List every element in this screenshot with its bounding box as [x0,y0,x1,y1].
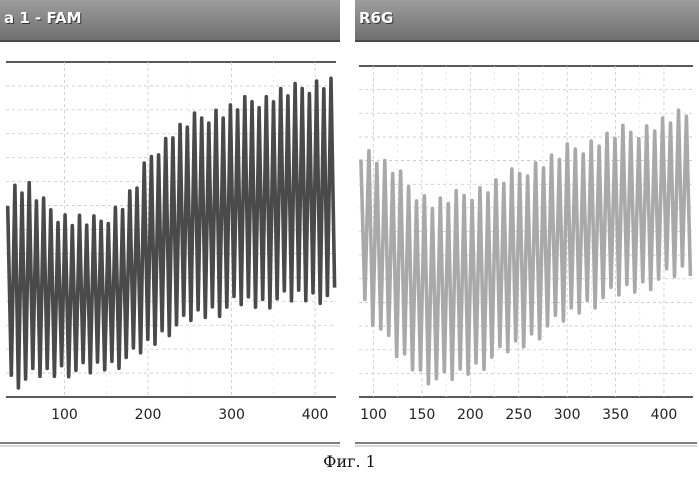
signal-series-line [8,78,335,388]
chart-fam: 100 200 300 400 [0,0,340,450]
x-tick-label: 300 [554,407,581,423]
x-tick-label: 200 [135,407,162,423]
x-tick-label: 100 [51,407,78,423]
chart-panel-r6g: R6G 100150200250300350400 [355,0,699,450]
figure-caption: Фиг. 1 [0,452,699,471]
chart-r6g: 100 150 200 250 300 350 400 [355,0,699,450]
x-tick-label: 200 [457,407,484,423]
x-tick-label: 100 [360,407,387,423]
x-tick-label: 400 [651,407,678,423]
x-tick-label: 400 [302,407,329,423]
x-tick-label: 250 [505,407,532,423]
signal-series-line [361,110,691,384]
x-tick-label: 150 [409,407,436,423]
x-tick-label: 350 [602,407,629,423]
chart-panel-fam: a 1 - FAM 100200300400 [0,0,340,450]
x-tick-label: 300 [218,407,245,423]
